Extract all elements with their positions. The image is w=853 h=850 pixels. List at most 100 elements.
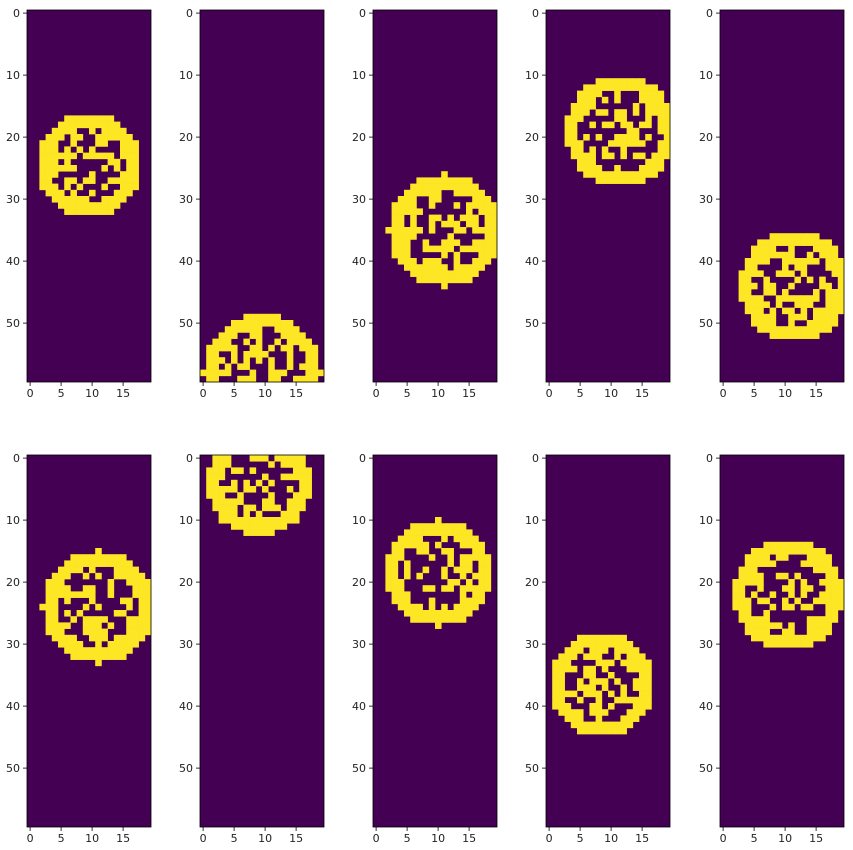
pixel-cell	[397, 535, 405, 543]
pixel-cell	[589, 90, 596, 98]
pixel-cell	[410, 258, 417, 265]
pixel-cell	[89, 560, 96, 567]
pixel-cell	[763, 245, 770, 253]
pixel-cell	[249, 504, 257, 512]
pixel-cell	[107, 579, 115, 586]
pixel-cell	[404, 572, 411, 580]
pixel-cell	[614, 171, 621, 178]
pixel-cell	[299, 486, 306, 493]
pixel-cell	[435, 177, 442, 184]
pixel-cell	[472, 554, 479, 561]
pixel-cell	[732, 597, 739, 605]
pixel-cell	[825, 326, 832, 333]
pixel-cell	[305, 375, 312, 383]
pixel-cell	[293, 326, 300, 333]
y-tick-label: 30	[179, 638, 193, 651]
pixel-cell	[639, 659, 646, 667]
pixel-cell	[45, 152, 53, 160]
y-tick-label: 50	[352, 317, 366, 330]
pixel-cell	[794, 548, 801, 555]
pixel-cell	[404, 245, 411, 253]
pixel-cell	[782, 326, 789, 333]
pixel-cell	[577, 715, 584, 722]
pixel-cell	[76, 641, 84, 648]
y-tick-label: 20	[179, 131, 193, 144]
pixel-cell	[218, 344, 226, 352]
pixel-cell	[813, 258, 820, 265]
pixel-cell	[751, 245, 758, 253]
pixel-cell	[645, 134, 652, 141]
pixel-cell	[788, 591, 795, 598]
pixel-cell	[293, 375, 300, 383]
pixel-cell	[45, 597, 53, 605]
panel-cells	[732, 541, 845, 648]
pixel-cell	[645, 696, 652, 704]
panel-cells	[552, 634, 652, 735]
pixel-cell	[595, 78, 603, 85]
pixel-cell	[435, 245, 442, 253]
pixel-cell	[293, 510, 300, 518]
pixel-cell	[806, 554, 814, 561]
pixel-cell	[837, 585, 845, 592]
pixel-cell	[82, 616, 90, 623]
pixel-cell	[472, 535, 479, 543]
x-tick-label: 5	[58, 387, 65, 400]
pixel-cell	[89, 202, 96, 209]
pixel-cell	[224, 486, 232, 493]
pixel-cell	[82, 628, 90, 636]
pixel-cell	[70, 591, 77, 598]
x-tick-label: 5	[751, 387, 758, 400]
pixel-cell	[608, 641, 615, 648]
pixel-cell	[620, 727, 627, 735]
pixel-cell	[397, 554, 405, 561]
pixel-cell	[831, 264, 839, 271]
pixel-cell	[435, 529, 442, 536]
pixel-cell	[95, 603, 102, 611]
pixel-cell	[614, 641, 621, 648]
pixel-cell	[800, 560, 808, 567]
pixel-cell	[82, 572, 90, 580]
pixel-cell	[280, 523, 288, 530]
pixel-cell	[552, 703, 559, 710]
pixel-cell	[819, 548, 826, 555]
pixel-cell	[757, 320, 764, 327]
pixel-cell	[472, 214, 479, 222]
pixel-cell	[782, 332, 789, 339]
pixel-cell	[466, 177, 473, 184]
pixel-cell	[82, 591, 90, 598]
pixel-cell	[472, 270, 479, 277]
pixel-cell	[595, 715, 603, 722]
pixel-cell	[453, 258, 461, 265]
pixel-cell	[478, 566, 485, 574]
pixel-cell	[212, 375, 219, 383]
pixel-cell	[577, 647, 584, 654]
pixel-cell	[280, 369, 288, 377]
pixel-cell	[293, 455, 300, 462]
pixel-cell	[831, 289, 839, 296]
pixel-cell	[89, 177, 96, 184]
pixel-cell	[286, 363, 294, 370]
pixel-cell	[144, 622, 152, 629]
pixel-cell	[763, 616, 770, 623]
pixel-cell	[800, 258, 808, 265]
pixel-cell	[788, 270, 795, 277]
pixel-cell	[64, 622, 71, 629]
pixel-cell	[237, 375, 244, 383]
pixel-cell	[82, 647, 90, 654]
pixel-cell	[317, 369, 325, 377]
pixel-cell	[577, 152, 584, 160]
pixel-cell	[113, 165, 121, 172]
pixel-cell	[577, 109, 584, 116]
pixel-cell	[305, 473, 312, 481]
pixel-cell	[441, 535, 448, 543]
pixel-cell	[299, 492, 306, 499]
pixel-cell	[632, 653, 640, 660]
pixel-cell	[89, 189, 96, 197]
pixel-cell	[632, 715, 640, 722]
pixel-cell	[806, 548, 814, 555]
pixel-cell	[632, 127, 640, 135]
pixel-cell	[305, 369, 312, 377]
pixel-cell	[751, 548, 758, 555]
y-tick-label: 30	[352, 638, 366, 651]
pixel-cell	[614, 177, 621, 184]
